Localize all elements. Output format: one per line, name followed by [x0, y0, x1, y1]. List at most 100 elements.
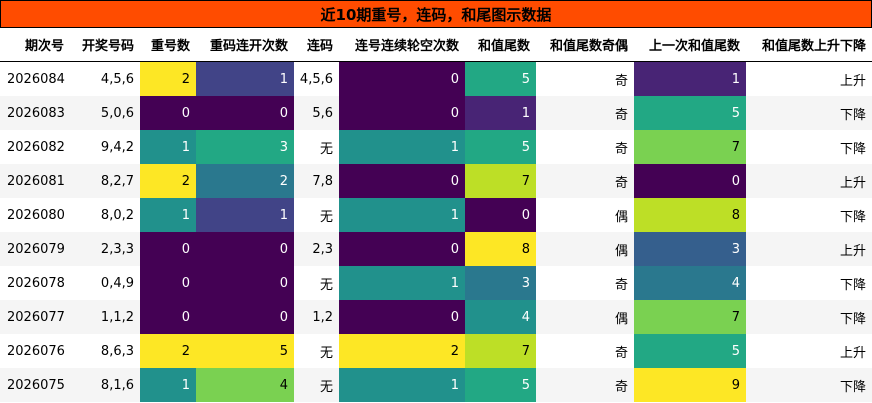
trend-cell: 上升 — [746, 232, 872, 266]
table-row: 2026082 9,4,2 1 3 无 1 5 奇 7 下降 — [0, 130, 872, 164]
numbers-cell: 2,3,3 — [70, 232, 140, 266]
prev-tail-cell: 8 — [634, 198, 746, 232]
trend-cell: 上升 — [839, 73, 866, 89]
parity-cell: 奇 — [536, 368, 634, 402]
data-table: 期次号 开奖号码 重号数 重码连开次数 连码 连号连续轮空次数 和值尾数 和值尾… — [0, 28, 872, 402]
repeat-cell: 0 — [140, 266, 196, 300]
tail-cell: 4 — [465, 300, 536, 334]
repeat-cell: 1 — [140, 368, 196, 402]
period-cell: 2026081 — [0, 164, 70, 198]
period-cell: 2026078 — [7, 275, 65, 291]
consec-cell: 无 — [319, 277, 333, 293]
numbers-cell: 8,0,2 — [100, 207, 134, 223]
trend-cell: 下降 — [839, 209, 866, 225]
parity-cell: 奇 — [614, 277, 628, 293]
table-row: 2026077 1,1,2 0 0 1,2 0 4 偶 7 下降 — [0, 300, 872, 334]
col-header-repeat[interactable]: 重号数 — [140, 28, 196, 62]
period-cell: 2026083 — [0, 96, 70, 130]
table-row: 2026081 8,2,7 2 2 7,8 0 7 奇 0 上升 — [0, 164, 872, 198]
consec-miss-cell: 2 — [339, 334, 465, 368]
consec-miss-cell: 1 — [339, 368, 465, 402]
tail-cell: 3 — [465, 266, 536, 300]
repeat-cell: 2 — [140, 164, 196, 198]
table-row: 2026075 8,1,6 1 4 无 1 5 奇 9 下降 — [0, 368, 872, 402]
tail-cell: 1 — [465, 96, 536, 130]
tail-cell: 5 — [465, 130, 536, 164]
table-row: 2026076 8,6,3 2 5 无 2 7 奇 5 上升 — [0, 334, 872, 368]
col-header-period[interactable]: 期次号 — [0, 28, 70, 62]
consec-cell: 无 — [319, 345, 333, 361]
repeat-streak-cell: 0 — [196, 266, 294, 300]
prev-tail-cell: 1 — [634, 61, 746, 96]
trend-cell: 上升 — [746, 164, 872, 198]
repeat-streak-cell: 0 — [196, 232, 294, 266]
table-row: 2026084 4,5,6 2 1 4,5,6 0 5 奇 1 上升 — [0, 61, 872, 96]
col-header-consec[interactable]: 连码 — [294, 28, 339, 62]
prev-tail-cell: 9 — [634, 368, 746, 402]
parity-cell: 奇 — [614, 141, 628, 157]
parity-cell: 奇 — [536, 164, 634, 198]
parity-cell: 奇 — [536, 96, 634, 130]
period-cell: 2026075 — [0, 368, 70, 402]
repeat-streak-cell: 1 — [196, 198, 294, 232]
table-row: 2026078 0,4,9 0 0 无 1 3 奇 4 下降 — [0, 266, 872, 300]
tail-cell: 7 — [465, 164, 536, 198]
period-cell: 2026084 — [7, 71, 65, 87]
prev-tail-cell: 7 — [634, 300, 746, 334]
prev-tail-cell: 5 — [634, 334, 746, 368]
numbers-cell: 5,0,6 — [70, 96, 140, 130]
period-cell: 2026080 — [7, 207, 65, 223]
numbers-cell: 8,6,3 — [100, 343, 134, 359]
numbers-cell: 1,1,2 — [70, 300, 140, 334]
repeat-streak-cell: 1 — [196, 61, 294, 96]
table-row: 2026083 5,0,6 0 0 5,6 0 1 奇 5 下降 — [0, 96, 872, 130]
consec-miss-cell: 0 — [339, 96, 465, 130]
tail-cell: 8 — [465, 232, 536, 266]
period-cell: 2026077 — [0, 300, 70, 334]
parity-cell: 偶 — [536, 232, 634, 266]
repeat-cell: 0 — [140, 96, 196, 130]
consec-cell: 无 — [319, 141, 333, 157]
consec-miss-cell: 0 — [339, 61, 465, 96]
consec-cell: 无 — [294, 368, 339, 402]
trend-cell: 上升 — [839, 345, 866, 361]
header-row: 期次号 开奖号码 重号数 重码连开次数 连码 连号连续轮空次数 和值尾数 和值尾… — [0, 28, 872, 62]
trend-cell: 下降 — [746, 300, 872, 334]
consec-cell: 7,8 — [294, 164, 339, 198]
period-cell: 2026082 — [7, 139, 65, 155]
table-row: 2026080 8,0,2 1 1 无 1 0 偶 8 下降 — [0, 198, 872, 232]
col-header-trend[interactable]: 和值尾数上升下降 — [746, 28, 872, 62]
table-row: 2026079 2,3,3 0 0 2,3 0 8 偶 3 上升 — [0, 232, 872, 266]
numbers-cell: 8,2,7 — [70, 164, 140, 198]
prev-tail-cell: 7 — [634, 130, 746, 164]
table-body: 2026084 4,5,6 2 1 4,5,6 0 5 奇 1 上升 2026083 5,0,6 0 0 5… — [0, 61, 872, 402]
prev-tail-cell: 0 — [634, 164, 746, 198]
col-header-tail[interactable]: 和值尾数 — [465, 28, 536, 62]
repeat-cell: 1 — [140, 130, 196, 164]
consec-miss-cell: 0 — [339, 300, 465, 334]
period-cell: 2026079 — [0, 232, 70, 266]
col-header-prev-tail[interactable]: 上一次和值尾数 — [634, 28, 746, 62]
parity-cell: 偶 — [614, 209, 628, 225]
col-header-consec-miss[interactable]: 连号连续轮空次数 — [339, 28, 465, 62]
col-header-repeat-streak[interactable]: 重码连开次数 — [196, 28, 294, 62]
consec-cell: 1,2 — [294, 300, 339, 334]
period-cell: 2026076 — [7, 343, 65, 359]
repeat-cell: 1 — [140, 198, 196, 232]
prev-tail-cell: 4 — [634, 266, 746, 300]
trend-cell: 下降 — [746, 96, 872, 130]
repeat-cell: 0 — [140, 232, 196, 266]
tail-cell: 5 — [465, 61, 536, 96]
parity-cell: 偶 — [536, 300, 634, 334]
consec-cell: 5,6 — [294, 96, 339, 130]
prev-tail-cell: 5 — [634, 96, 746, 130]
tail-cell: 7 — [465, 334, 536, 368]
trend-cell: 下降 — [839, 141, 866, 157]
repeat-streak-cell: 3 — [196, 130, 294, 164]
consec-miss-cell: 1 — [339, 198, 465, 232]
col-header-numbers[interactable]: 开奖号码 — [70, 28, 140, 62]
repeat-cell: 2 — [140, 61, 196, 96]
trend-cell: 下降 — [746, 368, 872, 402]
col-header-parity[interactable]: 和值尾数奇偶 — [536, 28, 634, 62]
table-title-text: 近10期重号，连码，和尾图示数据 — [320, 5, 552, 24]
